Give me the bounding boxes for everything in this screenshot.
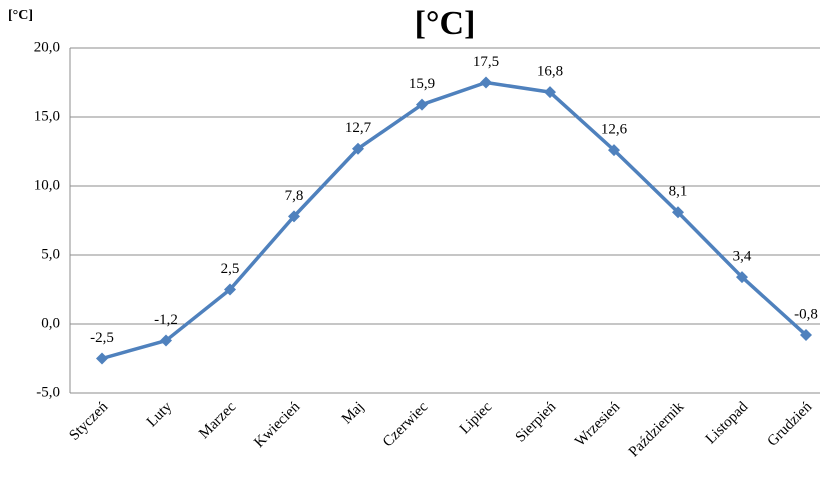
- marker: [96, 352, 108, 365]
- data-label: 2,5: [221, 261, 240, 277]
- marker: [224, 283, 236, 296]
- marker: [288, 210, 300, 223]
- x-tick-label: Styczeń: [66, 399, 111, 444]
- marker: [352, 142, 364, 155]
- x-tick-label: Wrzesień: [572, 399, 623, 450]
- y-axis-label: [°C]: [8, 8, 33, 23]
- x-tick-label: Sierpień: [513, 399, 560, 446]
- marker: [160, 334, 172, 347]
- chart-title: [°C]: [415, 5, 476, 42]
- marker: [800, 329, 812, 342]
- data-label: 7,8: [285, 188, 304, 204]
- data-label: 3,4: [733, 249, 752, 265]
- y-tick-label: 0,0: [41, 315, 60, 331]
- data-label: 17,5: [473, 54, 499, 70]
- y-tick-label: 5,0: [41, 246, 60, 262]
- x-tick-label: Czerwiec: [380, 399, 432, 451]
- marker: [672, 206, 684, 219]
- x-tick-label: Grudzień: [764, 399, 815, 450]
- marker: [736, 271, 748, 284]
- marker: [416, 98, 428, 111]
- x-tick-label: Kwiecień: [251, 399, 303, 451]
- y-tick-label: -5,0: [36, 384, 60, 400]
- data-label: 8,1: [669, 184, 688, 200]
- x-tick-label: Maj: [339, 399, 367, 427]
- line: [101, 80, 808, 361]
- x-tick-label: Marzec: [196, 399, 239, 442]
- y-tick-label: 10,0: [34, 177, 60, 193]
- data-label: 16,8: [537, 64, 563, 80]
- data-label: 12,6: [601, 122, 628, 138]
- x-tick-label: Listopad: [703, 399, 752, 448]
- data-label: 12,7: [345, 120, 372, 136]
- data-label: -2,5: [90, 330, 114, 346]
- x-tick-label: Lipiec: [457, 399, 496, 438]
- marker: [608, 144, 620, 157]
- data-label: -1,2: [154, 312, 178, 328]
- data-label: 15,9: [409, 76, 435, 92]
- y-tick-label: 20,0: [34, 39, 60, 55]
- x-tick-label: Luty: [144, 399, 176, 431]
- y-tick-label: 15,0: [34, 108, 60, 124]
- data-label: -0,8: [794, 306, 818, 322]
- marker: [480, 76, 492, 89]
- x-tick-label: Październik: [626, 399, 688, 461]
- marker: [544, 86, 556, 99]
